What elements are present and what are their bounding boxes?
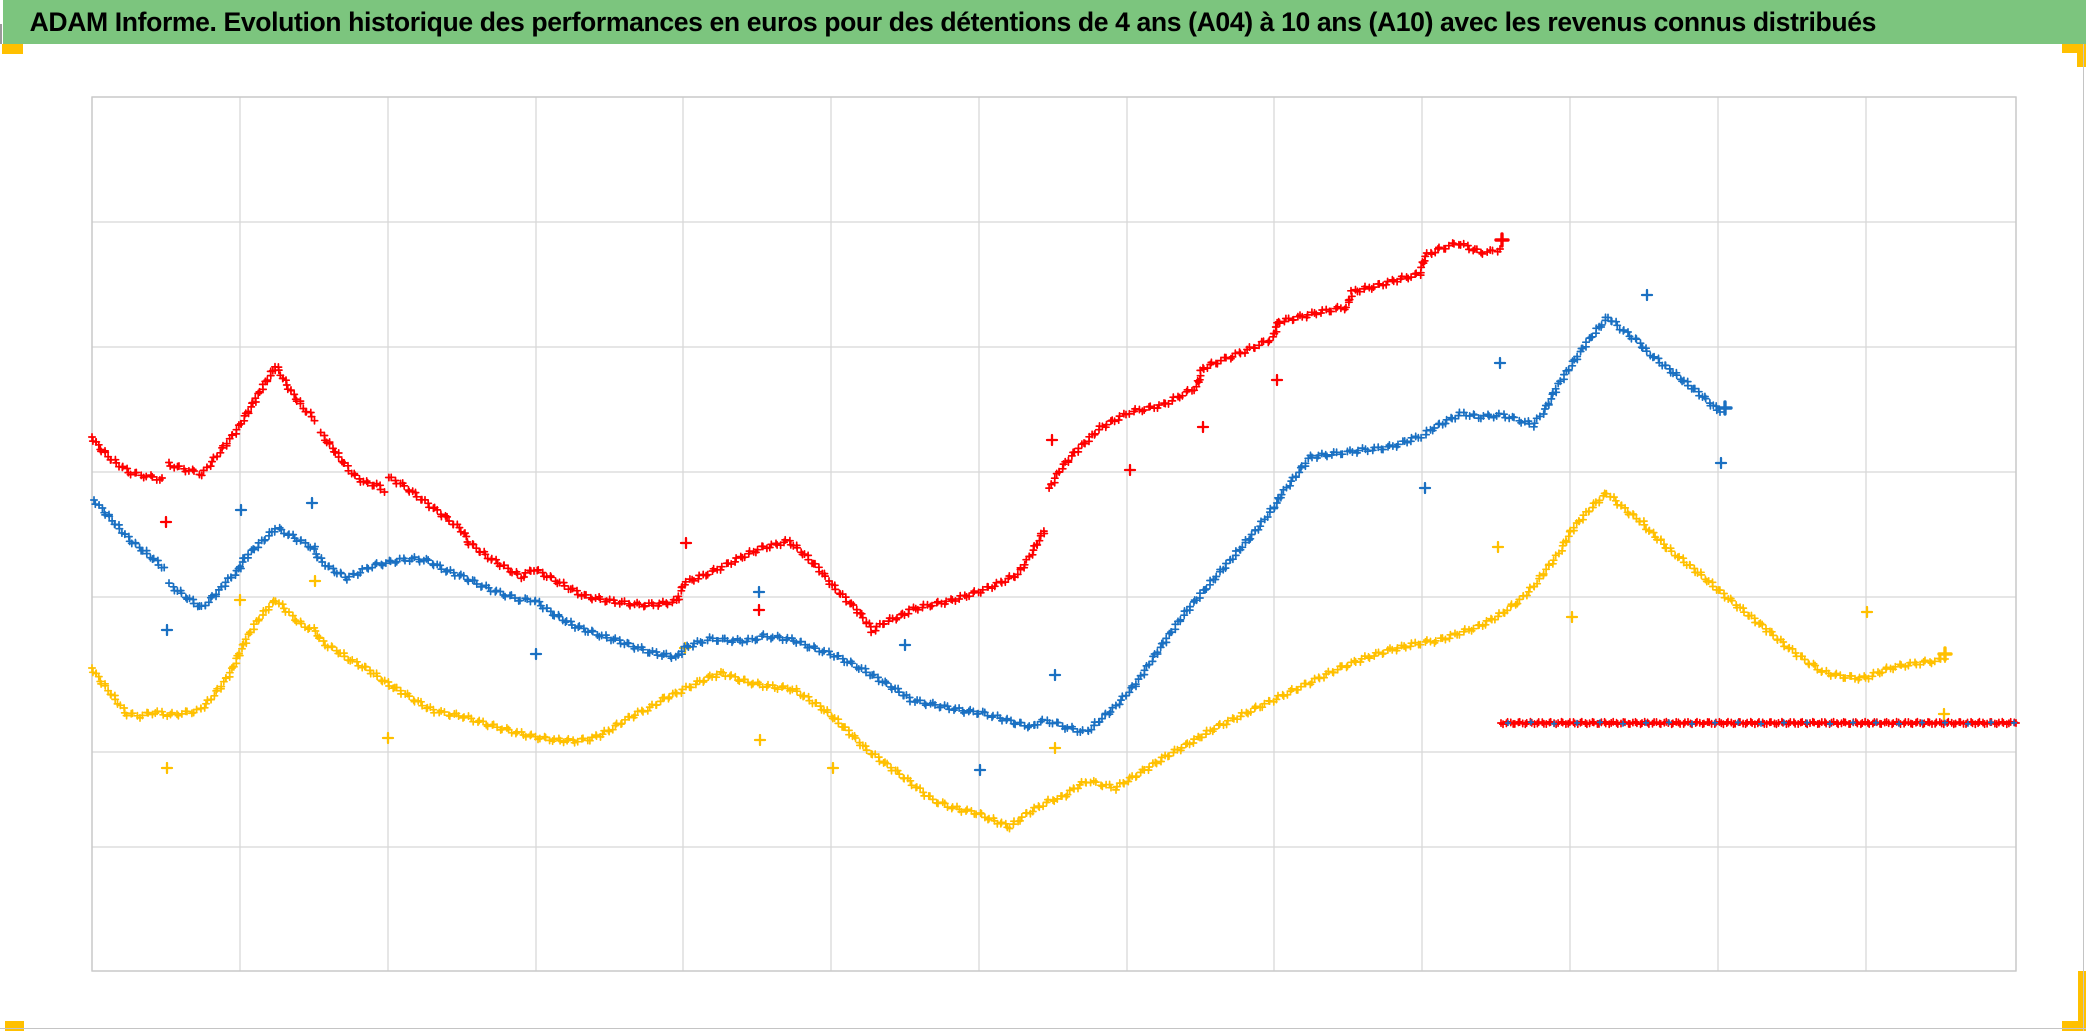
print-area-corner-top-right-v xyxy=(2077,44,2086,67)
sheet-edge-left xyxy=(0,24,2,44)
series-serie-jaune xyxy=(87,489,1950,833)
print-area-corner-bottom-right-v xyxy=(2078,971,2086,1031)
end-marker-serie-rouge xyxy=(1494,232,1510,248)
print-area-corner-bottom-left xyxy=(5,1021,24,1031)
print-area-corner-top-left xyxy=(2,44,23,54)
series-serie-rouge xyxy=(87,239,1505,637)
outliers-serie-jaune xyxy=(160,540,1951,775)
outliers-serie-bleue xyxy=(160,288,1728,777)
outliers-serie-rouge xyxy=(159,373,1284,617)
title-bar: ADAM Informe. Evolution historique des p… xyxy=(3,0,2086,44)
series-ligne-plate-rouge xyxy=(1496,717,2021,729)
sheet-edge-bottom xyxy=(0,1028,2086,1029)
sheet-edge-right xyxy=(2083,44,2084,1031)
end-marker-serie-jaune xyxy=(1937,646,1953,662)
print-area-corner-bottom-right-h xyxy=(2062,1021,2086,1031)
print-area-corner-top-right xyxy=(2062,44,2086,53)
series-ligne-plate-rouge-overlay xyxy=(1505,719,2017,727)
chart-title: ADAM Informe. Evolution historique des p… xyxy=(29,6,1877,37)
end-marker-serie-bleue xyxy=(1717,400,1733,416)
series-serie-bleue xyxy=(89,313,1725,737)
